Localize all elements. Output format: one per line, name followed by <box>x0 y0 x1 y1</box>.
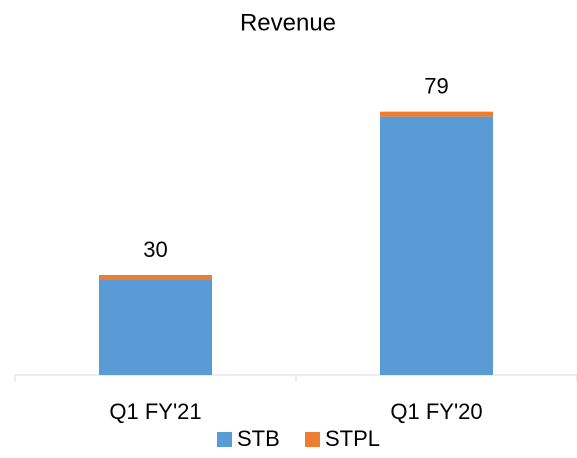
chart-title: Revenue <box>240 9 336 36</box>
total-label: 79 <box>424 73 448 98</box>
total-label: 30 <box>143 237 167 262</box>
legend-label: STB <box>237 426 280 451</box>
bar-segment <box>380 116 493 376</box>
legend-swatch <box>305 432 320 447</box>
x-tick-label: Q1 FY'20 <box>390 399 482 424</box>
bar-segment <box>99 275 212 280</box>
legend-label: STPL <box>325 426 380 451</box>
bar-segment <box>380 111 493 117</box>
bar-segment <box>99 280 212 375</box>
legend-swatch <box>217 432 232 447</box>
x-tick-label: Q1 FY'21 <box>109 399 201 424</box>
